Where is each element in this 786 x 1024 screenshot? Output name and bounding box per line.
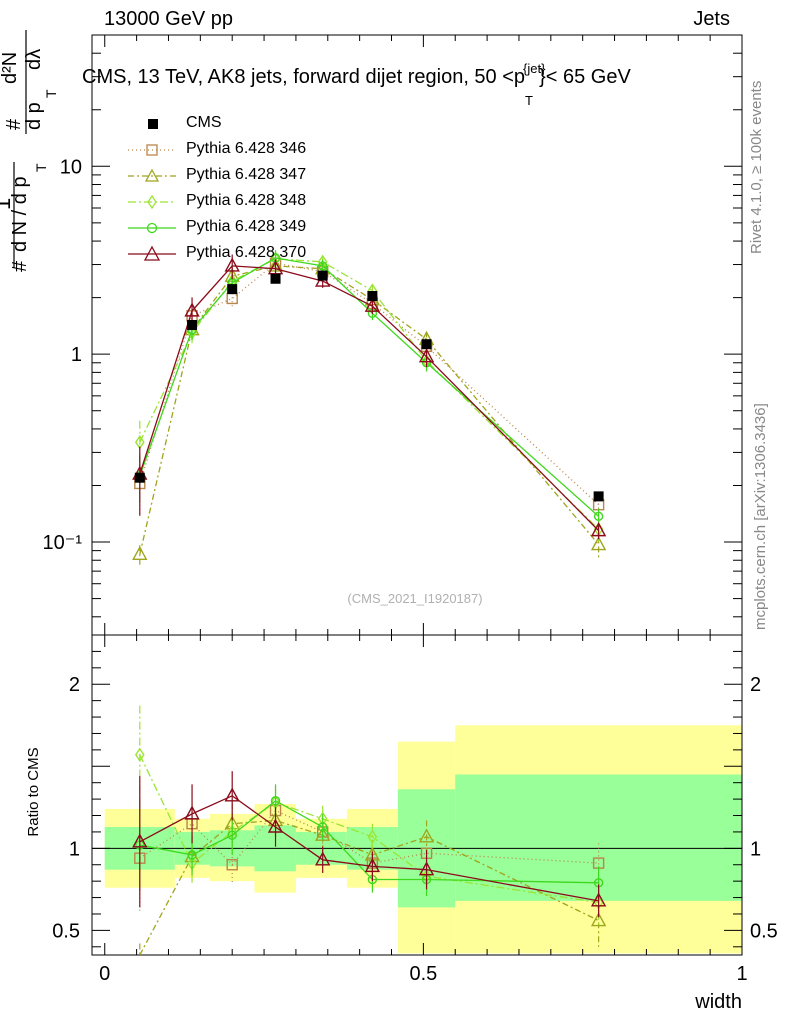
ratio-point	[226, 859, 238, 871]
legend-marker-cms	[148, 119, 158, 129]
main-y-tick-label: 10⁻¹	[43, 532, 83, 554]
ratio-point	[134, 747, 145, 763]
ratio-line-2	[139, 754, 599, 904]
main-point	[132, 545, 148, 561]
ratio-line-0	[139, 809, 599, 866]
main-line-1	[139, 265, 600, 555]
main-point	[364, 297, 381, 312]
ratio-point	[184, 805, 200, 820]
ratio-y-axis-label: Ratio to CMS	[25, 747, 42, 836]
main-point	[184, 302, 200, 317]
cms-point	[421, 339, 432, 350]
ratio-point	[227, 830, 237, 840]
x-tick-label: 0.5	[409, 963, 437, 985]
main-line-3	[139, 257, 600, 517]
ratio-y-tick-label-right: 0.5	[750, 920, 778, 942]
x-tick-label: 1	[736, 963, 747, 985]
ratio-point	[367, 829, 378, 845]
ratio-panel-frame	[91, 634, 743, 956]
svg-text:#: #	[3, 118, 25, 130]
main-point	[590, 536, 607, 551]
main-point	[593, 511, 604, 522]
ratio-point	[317, 822, 328, 832]
x-axis-label: width	[694, 991, 742, 1013]
ratio-point	[132, 833, 148, 848]
main-line-2	[139, 258, 600, 530]
ratio-point	[364, 857, 381, 873]
x-tick-label: 0	[99, 963, 110, 985]
ratio-point	[224, 787, 240, 802]
ratio-point	[270, 796, 281, 806]
cms-point	[134, 472, 145, 483]
legend-marker-349	[128, 222, 176, 234]
cms-point	[187, 319, 198, 330]
ratio-y-tick-label-right: 1	[750, 838, 761, 860]
ratio-point	[315, 826, 331, 841]
ratio-point	[187, 850, 197, 860]
main-point	[224, 257, 240, 272]
main-y-tick-label: 10	[60, 156, 82, 178]
ratio-point	[418, 861, 435, 876]
ratio-y-tick-label-left: 1	[69, 838, 80, 860]
svg-text:d N / d p: d N / d p	[9, 176, 31, 252]
svg-text:T: T	[43, 89, 59, 98]
plot-title: CMS, 13 TeV, AK8 jets, forward dijet reg…	[82, 61, 631, 108]
axes-frames	[91, 34, 743, 956]
category-label: Jets	[693, 8, 730, 30]
ratio-uncertainty-bands	[104, 725, 742, 954]
svg-text:1: 1	[0, 198, 15, 210]
legend-marker-348	[128, 194, 176, 210]
legend-marker-346	[128, 144, 176, 156]
ratio-panel-series	[132, 705, 607, 956]
main-point	[267, 260, 284, 275]
ratio-y-tick-label-left: 0.5	[52, 920, 80, 942]
rivet-version-label: Rivet 4.1.0, ≥ 100k events	[748, 80, 765, 254]
legend-label: CMS	[186, 114, 222, 131]
legend-label: Pythia 6.428 370	[186, 244, 307, 261]
svg-text:T: T	[33, 163, 49, 172]
legend-marker-347	[128, 168, 176, 182]
main-line-4	[139, 265, 600, 532]
legend-label: Pythia 6.428 347	[186, 166, 307, 183]
svg-text:dλ: dλ	[23, 49, 45, 70]
svg-text:d²N: d²N	[0, 52, 21, 84]
svg-text:#: #	[9, 260, 31, 272]
main-point	[317, 261, 328, 271]
legend-label: Pythia 6.428 349	[186, 218, 307, 235]
cms-point	[317, 270, 328, 281]
legend-label: Pythia 6.428 346	[186, 140, 307, 157]
main-panel-series	[132, 250, 607, 565]
ratio-line-4	[139, 795, 599, 902]
svg-text:d p: d p	[23, 102, 45, 130]
legend-marker-370	[128, 245, 176, 261]
cms-point	[367, 291, 378, 302]
main-point	[418, 348, 435, 363]
collision-label: 13000 GeV pp	[104, 8, 233, 30]
cms-point	[227, 284, 238, 295]
cms-point	[270, 273, 281, 284]
ratio-point	[418, 828, 435, 843]
main-y-tick-label: 1	[71, 344, 82, 366]
main-point	[590, 522, 607, 537]
ratio-y-tick-label-right: 2	[750, 674, 761, 696]
analysis-watermark: (CMS_2021_I1920187)	[347, 591, 482, 606]
ratio-y-tick-label-left: 2	[69, 674, 80, 696]
cms-point	[593, 491, 604, 502]
main-y-axis-label: # d N / d p 1 T # d p T dλ d²N	[0, 30, 59, 272]
ratio-point	[590, 912, 607, 927]
ratio-line-3	[139, 799, 599, 884]
ratio-point	[590, 892, 607, 907]
mcplots-label: mcplots.cern.ch [arXiv:1306.3436]	[752, 403, 769, 630]
legend-label: Pythia 6.428 348	[186, 192, 307, 209]
ratio-point	[267, 818, 284, 833]
ratio-point	[315, 851, 331, 866]
